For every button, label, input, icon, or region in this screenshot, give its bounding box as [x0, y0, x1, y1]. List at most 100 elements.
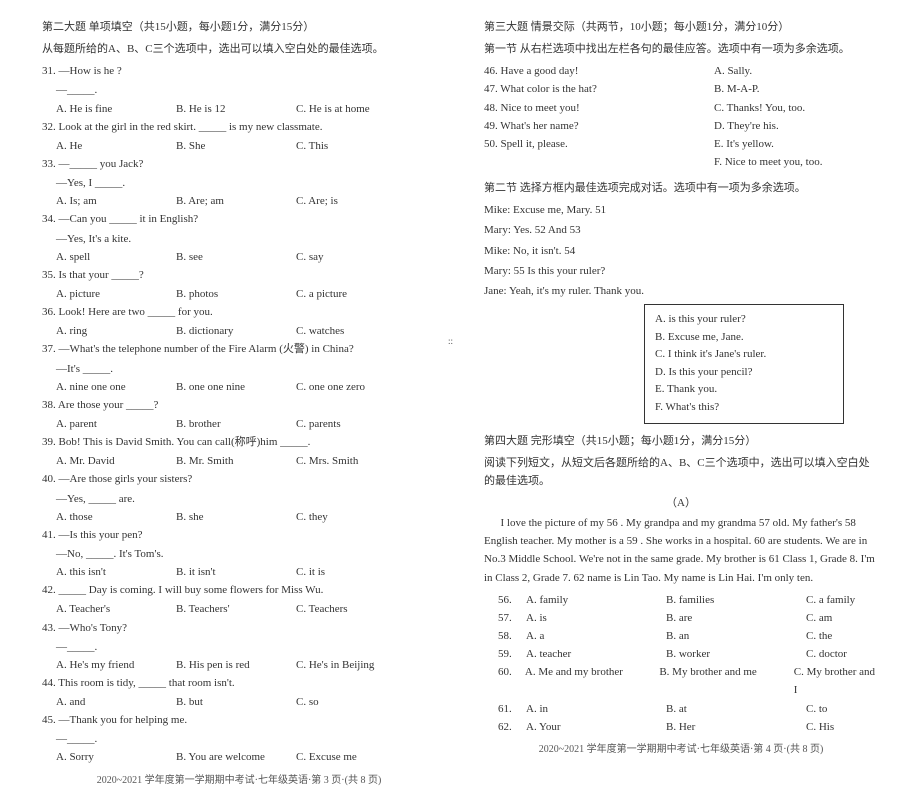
q37: 37. —What's the telephone number of the …: [42, 340, 436, 358]
q35: 35. Is that your _____?: [42, 266, 436, 284]
pair-left: [484, 153, 714, 171]
q42: 42. _____ Day is coming. I will buy some…: [42, 581, 436, 599]
cloze-label: （A）: [484, 494, 878, 512]
c62: 62.A. YourB. HerC. His: [484, 718, 878, 736]
opt-b: B. she: [176, 508, 296, 526]
sec2-instruction: 从每题所给的A、B、C三个选项中，选出可以填入空白处的最佳选项。: [42, 40, 436, 58]
opt-b: B. it isn't: [176, 563, 296, 581]
pair-right: E. It's yellow.: [714, 135, 878, 153]
opt-a: A. is: [526, 609, 666, 627]
q31-dash: —_____.: [42, 81, 436, 99]
opt-a: A. parent: [56, 415, 176, 433]
opt-n: 56.: [498, 591, 526, 609]
pair-right: B. M-A-P.: [714, 80, 878, 98]
c56: 56.A. familyB. familiesC. a family: [484, 591, 878, 609]
opt-b: B. He is 12: [176, 100, 296, 118]
box-a: A. is this your ruler?: [655, 311, 833, 329]
q31: 31. —How is he ?: [42, 62, 436, 80]
q44-opts: A. andB. butC. so: [42, 693, 436, 711]
opt-c: C. am: [806, 609, 832, 627]
pair-extra: F. Nice to meet you, too.: [484, 153, 878, 171]
pair-49: 49. What's her name?D. They're his.: [484, 117, 878, 135]
opt-a: A. teacher: [526, 645, 666, 663]
q43-opts: A. He's my friendB. His pen is redC. He'…: [42, 656, 436, 674]
q41-ans: —No, _____. It's Tom's.: [42, 545, 436, 563]
q32: 32. Look at the girl in the red skirt. _…: [42, 118, 436, 136]
opt-a: A. Me and my brother: [525, 663, 659, 699]
pair-50: 50. Spell it, please.E. It's yellow.: [484, 135, 878, 153]
sec3-p1-instr: 第一节 从右栏选项中找出左栏各句的最佳应答。选项中有一项为多余选项。: [484, 40, 878, 58]
opt-c: C. say: [296, 248, 416, 266]
opt-b: B. Her: [666, 718, 806, 736]
opt-a: A. Sorry: [56, 748, 176, 766]
q43: 43. —Who's Tony?: [42, 619, 436, 637]
opt-c: C. the: [806, 627, 832, 645]
box-b: B. Excuse me, Jane.: [655, 329, 833, 347]
opt-a: A. nine one one: [56, 378, 176, 396]
opt-b: B. My brother and me: [659, 663, 793, 699]
center-mark: ::: [448, 336, 453, 346]
q31-opts: A. He is fineB. He is 12C. He is at home: [42, 100, 436, 118]
opt-a: A. He's my friend: [56, 656, 176, 674]
opt-c: C. My brother and I: [794, 663, 878, 699]
opt-n: 58.: [498, 627, 526, 645]
left-page: 第二大题 单项填空（共15小题，每小题1分，满分15分） 从每题所给的A、B、C…: [42, 18, 436, 639]
opt-c: C. a family: [806, 591, 855, 609]
q39: 39. Bob! This is David Smith. You can ca…: [42, 433, 436, 451]
box-f: F. What's this?: [655, 399, 833, 417]
c58: 58.A. aB. anC. the: [484, 627, 878, 645]
opt-b: B. families: [666, 591, 806, 609]
opt-c: C. He is at home: [296, 100, 416, 118]
opt-b: B. His pen is red: [176, 656, 296, 674]
q33-ans: —Yes, I _____.: [42, 174, 436, 192]
left-footer: 2020~2021 学年度第一学期期中考试·七年级英语·第 3 页·(共 8 页…: [42, 773, 436, 789]
q36-opts: A. ringB. dictionaryC. watches: [42, 322, 436, 340]
q41: 41. —Is this your pen?: [42, 526, 436, 544]
opt-b: B. photos: [176, 285, 296, 303]
pair-46: 46. Have a good day!A. Sally.: [484, 62, 878, 80]
opt-a: A. and: [56, 693, 176, 711]
pair-48: 48. Nice to meet you!C. Thanks! You, too…: [484, 99, 878, 117]
opt-b: B. an: [666, 627, 806, 645]
opt-b: B. dictionary: [176, 322, 296, 340]
opt-c: C. Mrs. Smith: [296, 452, 416, 470]
q36: 36. Look! Here are two _____ for you.: [42, 303, 436, 321]
opt-b: B. brother: [176, 415, 296, 433]
sec4-title: 第四大题 完形填空（共15小题；每小题1分，满分15分）: [484, 432, 878, 450]
opt-b: B. She: [176, 137, 296, 155]
opt-a: A. Teacher's: [56, 600, 176, 618]
pair-left: 48. Nice to meet you!: [484, 99, 714, 117]
opt-a: A. He is fine: [56, 100, 176, 118]
pair-left: 46. Have a good day!: [484, 62, 714, 80]
q44: 44. This room is tidy, _____ that room i…: [42, 674, 436, 692]
opt-a: A. Is; am: [56, 192, 176, 210]
q34-ans: —Yes, It's a kite.: [42, 230, 436, 248]
pair-left: 49. What's her name?: [484, 117, 714, 135]
q40-ans: —Yes, _____ are.: [42, 490, 436, 508]
pair-right: D. They're his.: [714, 117, 878, 135]
c59: 59.A. teacherB. workerC. doctor: [484, 645, 878, 663]
q45-ans: —_____.: [42, 730, 436, 748]
c57: 57.A. isB. areC. am: [484, 609, 878, 627]
c60: 60.A. Me and my brotherB. My brother and…: [484, 663, 878, 699]
q40-opts: A. thoseB. sheC. they: [42, 508, 436, 526]
opt-n: 61.: [498, 700, 526, 718]
opt-a: A. spell: [56, 248, 176, 266]
q39-opts: A. Mr. DavidB. Mr. SmithC. Mrs. Smith: [42, 452, 436, 470]
opt-b: B. You are welcome: [176, 748, 296, 766]
opt-c: C. doctor: [806, 645, 847, 663]
q41-opts: A. this isn'tB. it isn'tC. it is: [42, 563, 436, 581]
sec3-p2-instr: 第二节 选择方框内最佳选项完成对话。选项中有一项为多余选项。: [484, 179, 878, 197]
pair-right: A. Sally.: [714, 62, 878, 80]
q38-opts: A. parentB. brotherC. parents: [42, 415, 436, 433]
box-e: E. Thank you.: [655, 381, 833, 399]
opt-b: B. but: [176, 693, 296, 711]
pair-right: C. Thanks! You, too.: [714, 99, 878, 117]
q37-ans: —It's _____.: [42, 360, 436, 378]
opt-a: A. this isn't: [56, 563, 176, 581]
opt-c: C. parents: [296, 415, 416, 433]
q40: 40. —Are those girls your sisters?: [42, 470, 436, 488]
opt-c: C. watches: [296, 322, 416, 340]
box-d: D. Is this your pencil?: [655, 364, 833, 382]
opt-n: 57.: [498, 609, 526, 627]
